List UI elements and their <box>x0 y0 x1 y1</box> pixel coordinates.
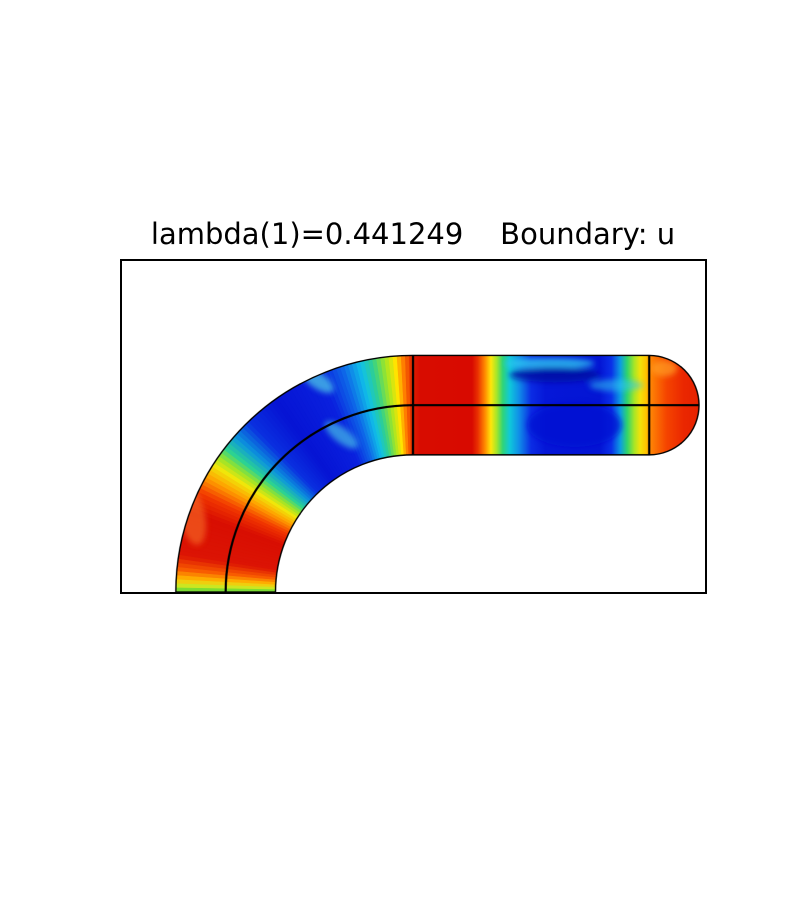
plot-title: lambda(1)=0.441249 Boundary: u <box>150 217 676 251</box>
bend-color-field <box>175 355 413 592</box>
pipe-centerline <box>224 403 699 592</box>
mode-shape-plot <box>174 354 700 592</box>
field-patch <box>527 402 621 447</box>
field-patch <box>650 359 677 376</box>
field-patch <box>588 378 643 391</box>
field-patch <box>324 420 358 449</box>
field-patch <box>509 366 599 382</box>
plot-frame <box>119 258 707 594</box>
field-patch <box>504 357 594 369</box>
pipe-outline <box>174 354 700 592</box>
